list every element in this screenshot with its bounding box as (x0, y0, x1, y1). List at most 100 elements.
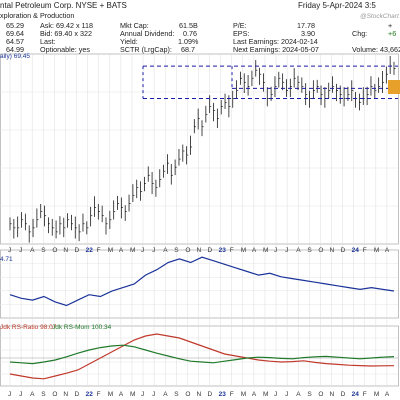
low-value: 64.57 (6, 37, 24, 46)
x-tick-label: N (329, 247, 334, 254)
x-tick-label: S (41, 247, 46, 254)
x-tick-label: 24 (352, 247, 360, 254)
x-tick-label-bottom: J (285, 391, 288, 398)
x-tick-label-bottom: S (174, 391, 179, 398)
dividend-label: Annual Dividend: (120, 29, 175, 38)
x-tick-label-bottom: 22 (86, 391, 94, 398)
x-tick-label: J (152, 247, 155, 254)
x-tick-label-bottom: 23 (219, 391, 227, 398)
x-tick-label: D (341, 247, 346, 254)
x-tick-label: D (208, 247, 213, 254)
x-tick-label-bottom: N (329, 391, 334, 398)
x-tick-label: A (30, 247, 35, 254)
dividend-value: 0.76 (183, 29, 197, 38)
x-tick-label: S (174, 247, 179, 254)
sector: xploration & Production (0, 11, 75, 20)
x-tick-label-bottom: D (341, 391, 346, 398)
x-tick-label: M (108, 247, 113, 254)
x-tick-label: M (130, 247, 135, 254)
x-tick-label: J (19, 247, 22, 254)
x-tick-label: J (285, 247, 288, 254)
chart-date: Friday 5-Apr-2024 3:5 (298, 1, 376, 10)
chg-label: Chg: (352, 29, 368, 38)
plus-sign: + (388, 21, 393, 30)
x-tick-label-bottom: A (252, 391, 257, 398)
x-tick-label: O (185, 247, 190, 254)
high-value: 69.64 (6, 29, 24, 38)
x-tick-label: S (307, 247, 312, 254)
eps-value: 3.90 (301, 29, 315, 38)
x-tick-label: A (385, 247, 390, 254)
quote-header: ntal Petroleum Corp. NYSE + BATS Friday … (0, 0, 400, 54)
x-tick-label-bottom: F (230, 391, 234, 398)
x-tick-label-bottom: A (30, 391, 35, 398)
x-tick-label-bottom: J (19, 391, 22, 398)
x-tick-label: J (141, 247, 144, 254)
x-tick-label: D (75, 247, 80, 254)
x-tick-label-bottom: J (141, 391, 144, 398)
x-tick-label-bottom: M (108, 391, 113, 398)
x-tick-label: A (119, 247, 124, 254)
mktcap-label: Mkt Cap: (120, 21, 149, 30)
optionable: Optionable: yes (40, 45, 90, 54)
yield-value: 1.09% (178, 37, 199, 46)
bid-value: Bid: 69.40 x 322 (40, 29, 92, 38)
next-earnings: Next Earnings: 2024-05-07 (233, 45, 319, 54)
open-value: 65.29 (6, 21, 24, 30)
x-tick-label-bottom: F (363, 391, 367, 398)
x-tick-label: 22 (86, 247, 94, 254)
rs-ratio-line (9, 333, 395, 380)
x-tick-label-bottom: 24 (352, 391, 360, 398)
volume: Volume: 43,662 (352, 45, 400, 54)
last-earnings: Last Earnings: 2024-02-14 (233, 37, 318, 46)
x-tick-label-bottom: A (163, 391, 168, 398)
x-tick-label-bottom: A (119, 391, 124, 398)
x-tick-label: M (241, 247, 246, 254)
x-tick-label-bottom: N (63, 391, 68, 398)
x-tick-label: A (296, 247, 301, 254)
x-tick-label-bottom: J (274, 391, 277, 398)
x-tick-label-bottom: S (41, 391, 46, 398)
x-tick-label: M (263, 247, 268, 254)
x-tick-label: F (97, 247, 101, 254)
rs-mom-label: Jdk RS-Mom 100.34 (52, 324, 112, 331)
price-panel-label: aily) 69.45 (0, 53, 30, 60)
chg-value: +6 (388, 29, 397, 38)
panel-frame-2 (0, 325, 399, 387)
x-tick-label: N (196, 247, 201, 254)
x-tick-label-bottom: M (130, 391, 135, 398)
x-tick-label: F (230, 247, 234, 254)
x-tick-label: 23 (219, 247, 227, 254)
eps-label: EPS: (233, 29, 250, 38)
mid-panel-label: 4.71 (0, 256, 13, 263)
x-tick-label-bottom: O (185, 391, 190, 398)
rs-mom-line (9, 344, 395, 365)
last-label: Last: (40, 37, 56, 46)
mktcap-value: 61.5B (179, 21, 198, 30)
x-tick-label-bottom: M (374, 391, 379, 398)
x-tick-label-bottom: A (385, 391, 390, 398)
x-tick-label-bottom: N (196, 391, 201, 398)
pe-label: P/E: (233, 21, 247, 30)
ask-value: Ask: 69.42 x 118 (40, 21, 94, 30)
x-tick-label: M (374, 247, 379, 254)
x-tick-label-bottom: O (318, 391, 323, 398)
x-tick-label-bottom: J (152, 391, 155, 398)
panel-frame-1 (0, 249, 399, 319)
x-tick-label-bottom: O (52, 391, 57, 398)
sctr-label: SCTR (LrgCap): (120, 45, 172, 54)
pe-value: 17.78 (297, 21, 315, 30)
watermark: @StockChart (360, 13, 399, 20)
x-tick-label: J (8, 247, 11, 254)
panel-frame-0 (0, 53, 399, 245)
x-tick-label: J (274, 247, 277, 254)
prev-value: 64.99 (6, 45, 24, 54)
x-tick-label: F (363, 247, 367, 254)
x-tick-label: A (163, 247, 168, 254)
x-tick-label-bottom: M (263, 391, 268, 398)
x-tick-label-bottom: S (307, 391, 312, 398)
last-price-tag (388, 80, 400, 94)
x-tick-label: O (52, 247, 57, 254)
x-tick-label-bottom: D (75, 391, 80, 398)
